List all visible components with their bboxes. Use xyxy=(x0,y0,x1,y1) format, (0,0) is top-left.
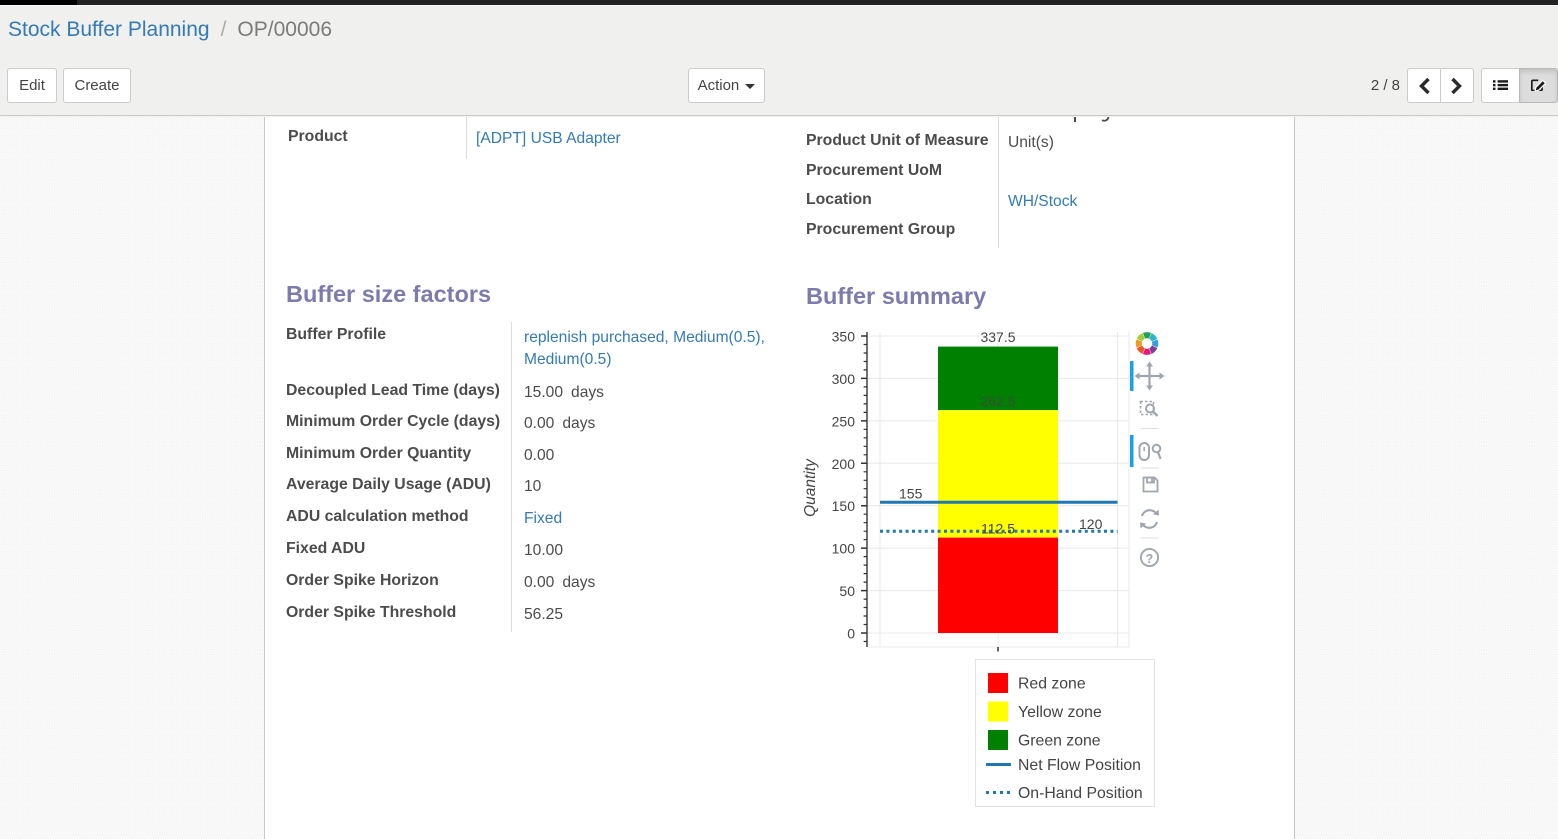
svg-text:120: 120 xyxy=(1079,516,1103,532)
svg-text:350: 350 xyxy=(832,329,856,345)
svg-text:Green zone: Green zone xyxy=(1018,733,1101,750)
svg-text:100: 100 xyxy=(832,541,856,557)
svg-text:50: 50 xyxy=(839,583,855,599)
svg-text:0: 0 xyxy=(847,626,855,642)
svg-text:Yellow zone: Yellow zone xyxy=(1018,704,1102,721)
svg-text:155: 155 xyxy=(899,486,923,502)
svg-text:On-Hand Position: On-Hand Position xyxy=(1018,785,1143,802)
svg-text:262.5: 262.5 xyxy=(980,393,1015,409)
svg-text:337.5: 337.5 xyxy=(980,329,1015,345)
svg-text:150: 150 xyxy=(832,498,856,514)
svg-text:Quantity: Quantity xyxy=(802,458,819,517)
svg-text:Net Flow Position: Net Flow Position xyxy=(1018,757,1141,774)
svg-text:200: 200 xyxy=(832,456,856,472)
svg-text:300: 300 xyxy=(832,371,856,387)
svg-text:250: 250 xyxy=(832,413,856,429)
svg-text:?: ? xyxy=(1146,552,1154,566)
svg-text:Red zone: Red zone xyxy=(1018,676,1086,693)
svg-text:112.5: 112.5 xyxy=(981,521,1015,537)
